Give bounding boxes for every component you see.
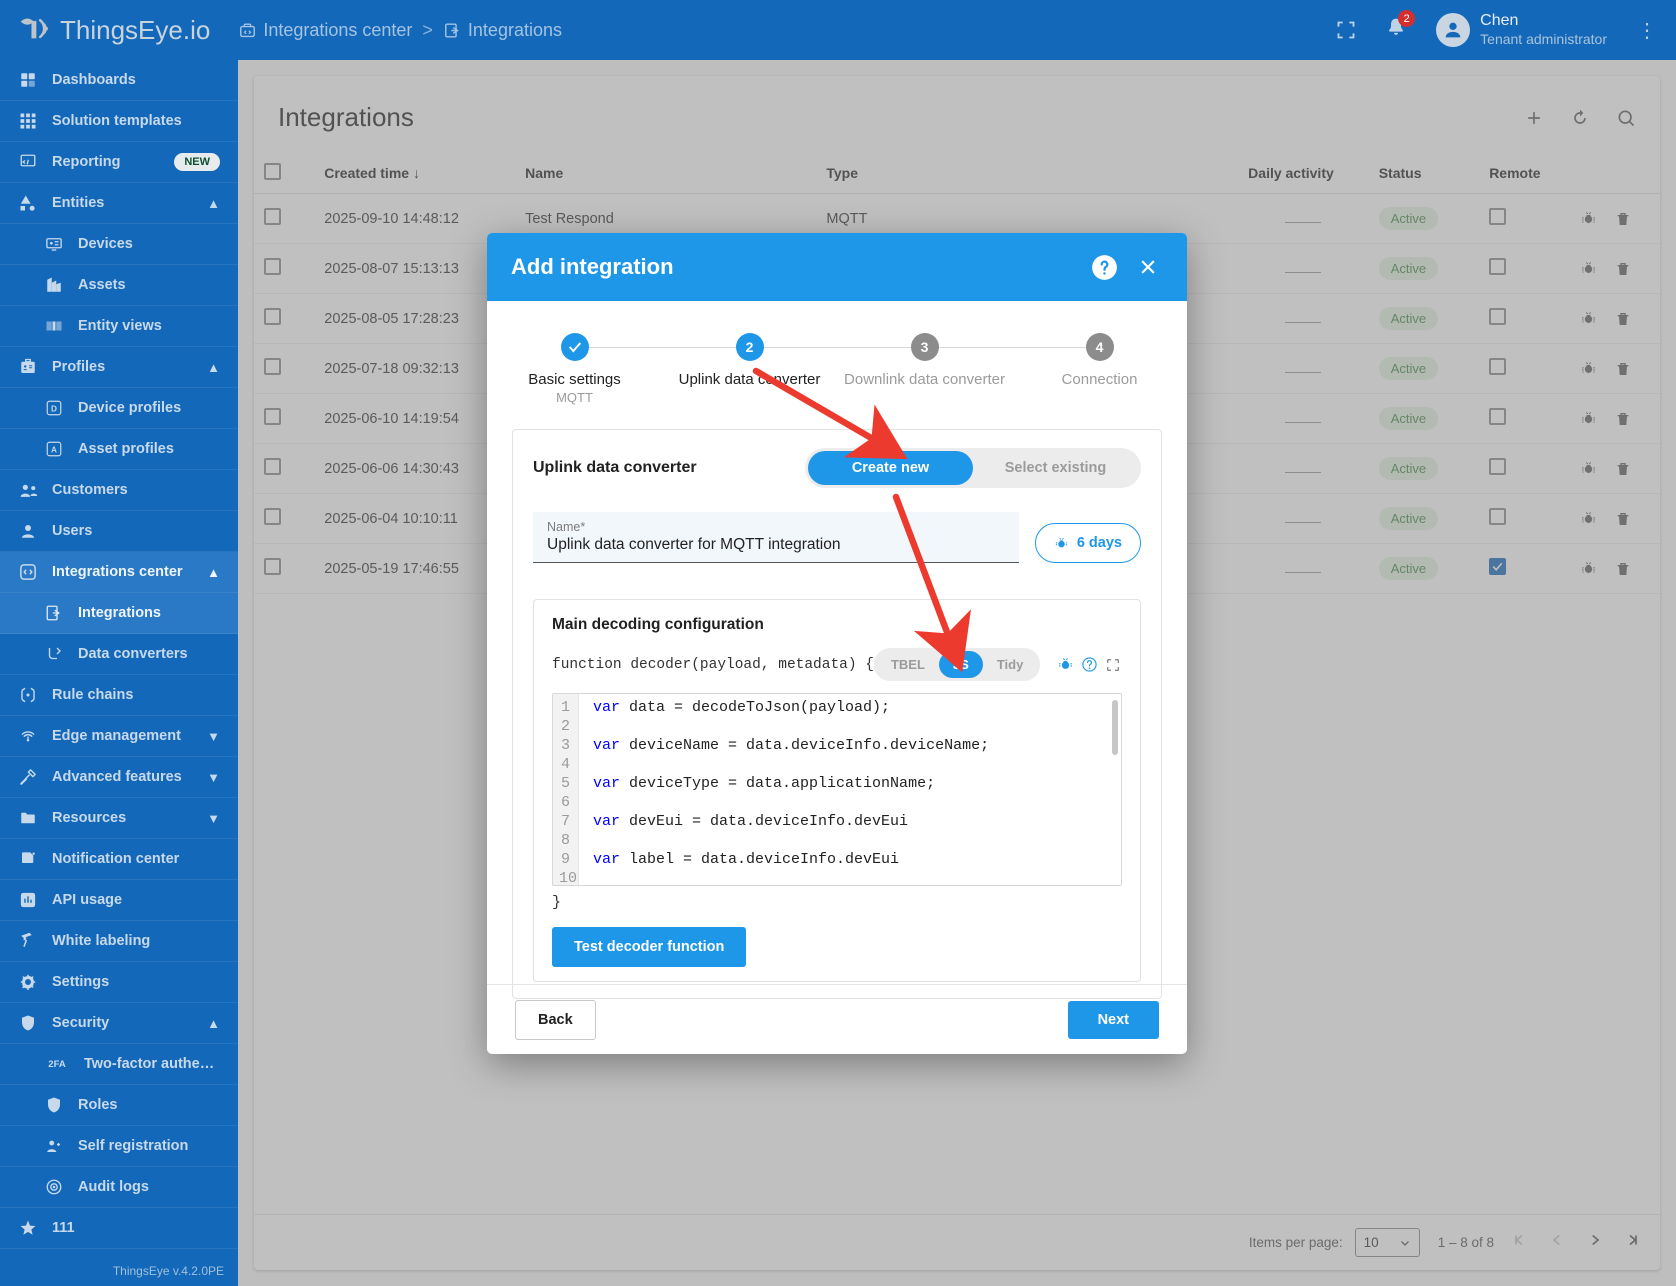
svg-text:D: D	[51, 404, 57, 413]
svg-text:A: A	[51, 445, 57, 454]
